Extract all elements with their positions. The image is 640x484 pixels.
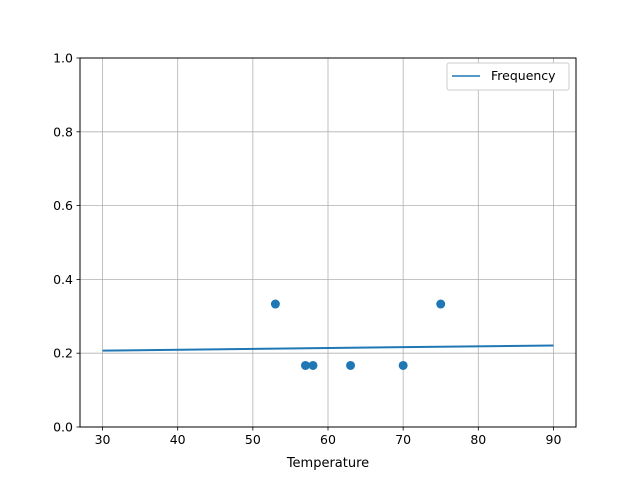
x-tick-label: 80 — [470, 432, 486, 447]
scatter-point — [398, 360, 408, 370]
x-tick-label: 60 — [320, 432, 336, 447]
y-tick-label: 0.0 — [53, 420, 73, 435]
scatter-point — [308, 360, 318, 370]
legend-box — [446, 62, 570, 91]
marks — [102, 299, 554, 370]
frequency-line — [102, 344, 554, 352]
x-tick-label: 40 — [170, 432, 186, 447]
legend-label: Frequency — [491, 68, 556, 83]
x-tick-label: 90 — [546, 432, 562, 447]
x-tick-label: 70 — [395, 432, 411, 447]
x-tick-label: 50 — [245, 432, 261, 447]
y-tick-label: 1.0 — [53, 51, 73, 66]
y-tick-label: 0.2 — [53, 346, 73, 361]
scatter-point — [436, 299, 446, 309]
scatter-point — [346, 360, 356, 370]
plot-frame — [79, 57, 577, 428]
y-tick-label: 0.8 — [53, 124, 73, 139]
scatter-point — [300, 360, 310, 370]
x-tick-label: 30 — [95, 432, 111, 447]
legend: Frequency — [446, 62, 570, 91]
ticks: 30 40 50 60 70 80 90 0.0 0.2 0.4 0.6 0.8 1.0 — [53, 51, 561, 448]
y-tick-label: 0.6 — [53, 198, 73, 213]
y-tick-label: 0.4 — [53, 272, 73, 287]
x-axis-label: Temperature — [286, 456, 369, 471]
scatter-point — [270, 299, 280, 309]
grid — [80, 57, 576, 428]
